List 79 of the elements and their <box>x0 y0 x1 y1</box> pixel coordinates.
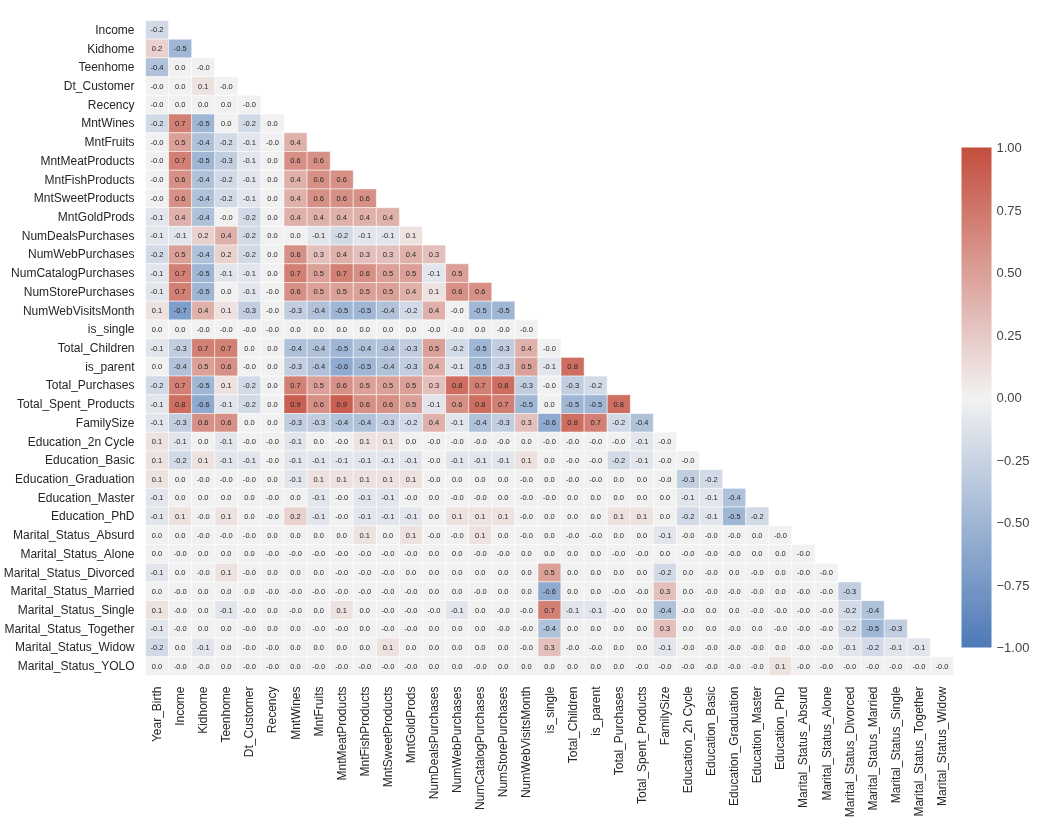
y-tick-label: MntFishProducts <box>44 172 135 187</box>
color-bar-label: 0.50 <box>996 265 1022 280</box>
x-tick-label: MntMeatProducts <box>334 686 349 781</box>
y-tick-label: NumDealsPurchases <box>21 228 135 243</box>
x-tick-label: Education_Master <box>750 686 765 784</box>
x-tick-label: Education_2n Cycle <box>681 686 696 794</box>
x-tick-label: Education_Basic <box>704 686 719 776</box>
y-tick-label: Marital_Status_Single <box>17 603 135 617</box>
x-tick-label: MntSweetProducts <box>380 686 395 788</box>
y-tick-label: MntSweetProducts <box>33 191 135 206</box>
x-tick-label: Marital_Status_Divorced <box>842 686 857 818</box>
x-tick-label: Total_Purchases <box>611 686 626 776</box>
x-tick-label: Marital_Status_Alone <box>819 686 834 801</box>
x-tick-label: NumWebPurchases <box>450 686 465 793</box>
y-tick-label: Marital_Status_Married <box>10 584 135 599</box>
x-tick-label: NumStorePurchases <box>496 686 511 798</box>
y-tick-label: is_single <box>87 322 135 337</box>
y-tick-label: FamilySize <box>75 415 135 430</box>
x-tick-label: Marital_Status_Widow <box>934 686 949 806</box>
color-bar-label: 1.00 <box>996 140 1022 155</box>
x-tick-label: Income <box>173 686 188 726</box>
y-tick-label: MntMeatProducts <box>40 153 135 168</box>
x-tick-label: MntFishProducts <box>357 686 372 777</box>
x-tick-label: is_parent <box>588 685 603 736</box>
x-tick-label: Total_Spent_Products <box>634 686 649 804</box>
y-tick-label: NumCatalogPurchases <box>11 266 135 281</box>
x-tick-label: Kidhome <box>196 686 211 734</box>
x-tick-label: Total_Children <box>565 686 580 764</box>
x-tick-label: Year_Birth <box>150 686 165 743</box>
y-tick-label: Dt_Customer <box>63 79 135 93</box>
color-bar-label: −0.50 <box>996 515 1030 530</box>
y-tick-label: NumWebPurchases <box>28 247 135 262</box>
y-tick-label: Income <box>95 22 135 37</box>
y-tick-label: Marital_Status_Alone <box>20 546 135 561</box>
y-tick-label: MntFruits <box>84 135 135 150</box>
color-bar-label: 0.75 <box>996 202 1022 218</box>
x-tick-label: Marital_Status_Single <box>888 686 903 804</box>
y-tick-label: Marital_Status_Divorced <box>3 565 135 580</box>
y-tick-label: Total_Children <box>57 341 135 355</box>
y-tick-label: NumWebVisitsMonth <box>22 303 135 318</box>
x-tick-label: MntWines <box>288 686 303 740</box>
y-tick-label: MntWines <box>81 116 135 131</box>
y-tick-label: Teenhome <box>78 60 135 75</box>
x-tick-label: Marital_Status_Married <box>865 686 880 811</box>
color-bar-label: −0.25 <box>996 452 1030 468</box>
color-bar-label: 0.00 <box>996 390 1022 405</box>
x-tick-label: Education_PhD <box>773 686 788 770</box>
color-bar-label: −1.00 <box>996 640 1030 655</box>
y-tick-label: NumStorePurchases <box>23 284 135 299</box>
x-tick-label: Dt_Customer <box>242 686 257 758</box>
x-tick-label: MntGoldProds <box>403 686 418 764</box>
x-tick-label: Recency <box>265 686 280 734</box>
x-tick-label: NumCatalogPurchases <box>473 686 488 810</box>
x-tick-label: Teenhome <box>219 686 234 743</box>
y-tick-label: Education_Basic <box>45 453 135 468</box>
y-tick-label: Total_Purchases <box>45 378 135 393</box>
y-tick-label: is_parent <box>85 359 136 374</box>
y-tick-label: Education_Graduation <box>15 472 135 486</box>
y-tick-label: Kidhome <box>87 41 135 56</box>
x-tick-label: Marital_Status_Absurd <box>796 686 811 808</box>
x-tick-label: Education_Graduation <box>727 686 742 806</box>
color-bar-label: −0.75 <box>996 577 1030 593</box>
x-tick-label: NumWebVisitsMonth <box>519 686 534 799</box>
x-tick-label: is_single <box>542 686 557 734</box>
x-tick-label: NumDealsPurchases <box>427 686 442 800</box>
y-tick-label: Total_Spent_Products <box>17 397 135 412</box>
color-bar-label: 0.25 <box>996 327 1022 343</box>
y-tick-label: Education_Master <box>37 490 135 505</box>
y-tick-label: Marital_Status_Absurd <box>13 528 135 543</box>
y-tick-label: Marital_Status_Together <box>4 621 135 636</box>
y-tick-label: Recency <box>87 97 135 112</box>
y-tick-label: MntGoldProds <box>57 210 135 224</box>
x-tick-label: Marital_Status_Together <box>911 686 926 817</box>
x-tick-label: FamilySize <box>657 686 672 746</box>
y-tick-label: Marital_Status_Widow <box>15 640 135 655</box>
y-tick-label: Marital_Status_YOLO <box>17 659 135 674</box>
x-tick-label: MntFruits <box>311 686 326 737</box>
y-tick-label: Education_PhD <box>51 509 135 524</box>
y-tick-label: Education_2n Cycle <box>27 434 135 449</box>
